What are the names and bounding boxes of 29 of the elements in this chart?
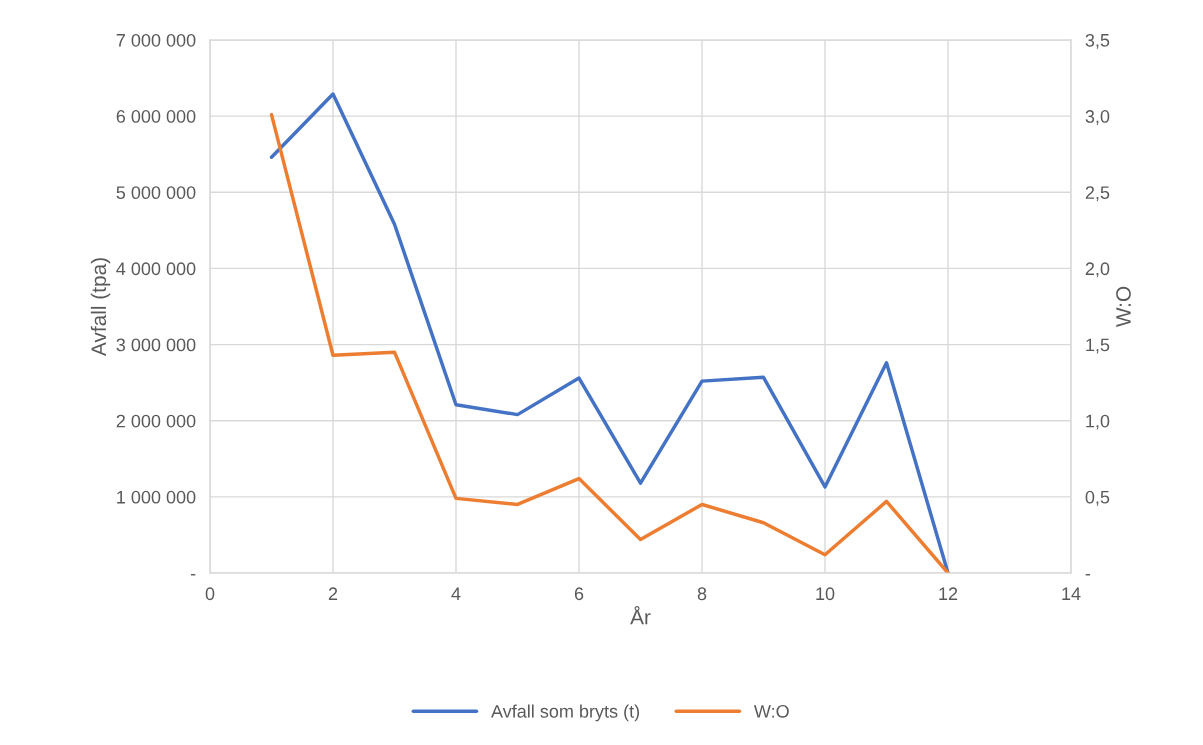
- y2-axis-title: W:O: [1116, 286, 1131, 328]
- y2-tick-label: 1,5: [1086, 338, 1110, 354]
- y2-tick-label: -: [1085, 574, 1091, 576]
- legend-label: Avfall som bryts (t): [491, 704, 640, 722]
- y-tick-label: 4 000 000: [116, 262, 196, 276]
- x-tick-label: 14: [1062, 587, 1081, 600]
- y2-tick-label: 1,0: [1086, 414, 1110, 430]
- legend-label: W:O: [753, 704, 789, 718]
- y2-tick-label: 0,5: [1085, 490, 1110, 506]
- y-tick-label: 3 000 000: [116, 338, 196, 352]
- x-tick-label: 12: [939, 587, 958, 600]
- x-tick-label: 0: [205, 587, 215, 601]
- y-axis-title: Avfall (tpa): [90, 258, 111, 357]
- x-tick-label: 6: [574, 587, 584, 601]
- x-tick-label: 4: [451, 587, 461, 600]
- y-tick-label: 7 000 000: [116, 33, 196, 47]
- x-tick-label: 8: [697, 587, 707, 601]
- y2-tick-label: 3,0: [1085, 110, 1110, 125]
- y-tick-label: 1 000 000: [117, 490, 196, 504]
- y-tick-label: 2 000 000: [116, 414, 196, 428]
- y2-tick-label: 3,5: [1085, 33, 1110, 49]
- y-tick-label: -: [190, 574, 196, 576]
- x-tick-label: 10: [816, 587, 835, 601]
- x-tick-label: 2: [328, 587, 338, 600]
- y-tick-label: 5 000 000: [116, 186, 196, 200]
- y2-tick-label: 2,5: [1085, 186, 1110, 202]
- y2-tick-label: 2,0: [1085, 262, 1110, 278]
- y-tick-label: 6 000 000: [116, 110, 196, 123]
- x-axis-title: År: [630, 606, 651, 625]
